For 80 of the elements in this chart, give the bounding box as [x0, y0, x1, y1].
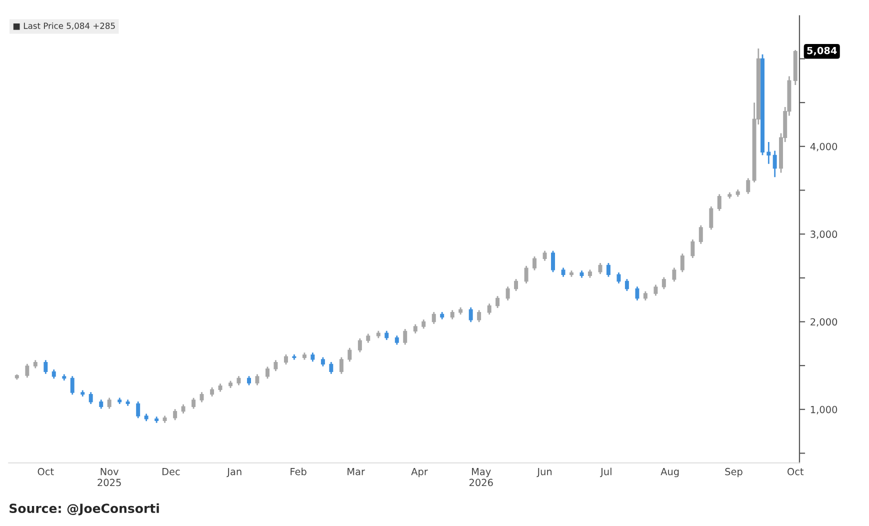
candlestick: [635, 286, 640, 302]
candlestick: [284, 354, 288, 366]
candlestick: [136, 400, 140, 419]
x-tick-label: Jan: [226, 468, 242, 478]
candlestick: [403, 328, 408, 346]
candlestick: [524, 265, 528, 284]
candlestick: [339, 356, 344, 375]
candlestick: [274, 359, 278, 372]
candlestick: [551, 250, 555, 273]
y-tick-label: 3,000: [810, 230, 838, 239]
y-tick-label: 2,000: [810, 318, 838, 327]
x-tick-label: May 2026: [469, 468, 493, 486]
candlestick: [107, 397, 112, 410]
x-tick-label: Sep: [725, 468, 742, 478]
candlestick: [236, 375, 241, 386]
y-tick-label: 1,000: [810, 406, 838, 414]
annotation: 5,084: [807, 46, 837, 56]
candlestick: [450, 309, 454, 320]
candlestick: [70, 375, 74, 396]
x-tick-label: Jul: [600, 468, 612, 478]
x-tick-label: Oct: [38, 468, 54, 476]
annotation: ■ Last Price 5,084 +285: [13, 22, 115, 30]
candlestick: [766, 141, 771, 165]
candlestick: [432, 311, 436, 325]
candlestick: [624, 278, 629, 292]
candlestick: [173, 408, 178, 421]
candlestick: [413, 324, 418, 334]
x-tick-label: Aug: [660, 468, 679, 478]
candlestick: [477, 309, 482, 323]
candlestick: [52, 368, 56, 380]
candlestick: [514, 278, 518, 292]
y-tick-label: 4,000: [810, 142, 838, 152]
candlestick: [394, 334, 399, 346]
candlestick: [99, 398, 104, 410]
candlestick: [680, 252, 684, 273]
candlestick: [496, 295, 500, 309]
candlestick: [468, 306, 473, 323]
candlestick: [181, 404, 186, 414]
candlestick: [606, 262, 610, 278]
candlestick: [672, 267, 676, 282]
candlestick: [654, 284, 658, 296]
candlestick: [366, 333, 370, 344]
candlestick: [247, 375, 251, 386]
candlestick: [662, 276, 666, 290]
x-tick-label: Jun: [536, 468, 552, 478]
candlestick: [384, 330, 389, 341]
x-tick-label: Oct: [788, 468, 804, 476]
candlestick: [690, 238, 695, 259]
candlestick: [709, 206, 714, 230]
candlestick: [192, 397, 196, 410]
candlestick: [44, 359, 48, 375]
candlestick: [772, 150, 777, 178]
candlestick: [698, 224, 703, 245]
x-tick-label: Apr: [411, 468, 428, 478]
candlestick: [88, 391, 93, 405]
candlestick: [616, 272, 621, 284]
candlestick: [506, 286, 510, 302]
candlestick: [25, 363, 30, 378]
candlestick: [266, 366, 270, 380]
candlestick: [487, 302, 492, 316]
candlestick: [746, 178, 750, 195]
candlestick: [561, 267, 566, 278]
x-tick-label: Feb: [290, 468, 306, 476]
candlestick: [329, 361, 334, 375]
candlestick: [310, 352, 315, 362]
x-tick-label: Nov 2025: [98, 468, 121, 486]
candlestick: [643, 290, 648, 302]
candlestick: [200, 391, 204, 403]
candlestick: [532, 256, 537, 271]
candlestick: [210, 386, 214, 398]
x-tick-label: Dec: [162, 468, 180, 476]
candlestick: [348, 347, 352, 362]
x-tick-label: Mar: [348, 468, 365, 476]
candlestick: [320, 356, 325, 368]
candlestick: [422, 318, 426, 330]
source-note: Source: @JoeConsorti: [10, 503, 159, 516]
candlestick: [255, 374, 260, 386]
candlestick: [358, 338, 362, 353]
candlestick: [542, 250, 547, 262]
candlestick: [717, 193, 722, 212]
